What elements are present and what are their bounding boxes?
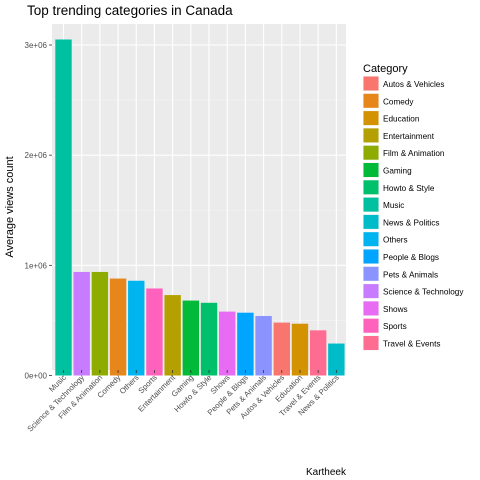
legend-label: Howto & Style: [383, 184, 435, 193]
x-tick-label: Others: [118, 373, 141, 396]
legend: Autos & Vehicles Comedy Education Entertain…: [363, 76, 464, 351]
legend-swatch: [363, 266, 379, 281]
bar: [73, 271, 90, 376]
bar: [128, 280, 145, 376]
bar: [328, 343, 345, 376]
y-axis-label: Average views count: [4, 156, 16, 257]
legend-label: Education: [383, 115, 420, 124]
legend-swatch: [363, 111, 379, 126]
bar: [255, 316, 272, 376]
y-tick-label: 0e+00: [25, 372, 48, 381]
y-tick-label: 2e+06: [25, 151, 48, 160]
y-axis-ticks: 0e+00 1e+06 2e+06 3e+06: [25, 41, 52, 381]
bar: [109, 278, 127, 376]
legend-swatch: [363, 284, 379, 299]
bar: [237, 312, 254, 376]
legend-title: Category: [363, 63, 408, 75]
bar: [164, 295, 181, 376]
bar: [219, 311, 236, 376]
legend-label: Music: [383, 201, 404, 210]
y-tick-label: 1e+06: [25, 261, 48, 270]
legend-swatch: [363, 197, 379, 212]
legend-label: News & Politics: [383, 218, 439, 227]
legend-label: Gaming: [383, 167, 412, 176]
legend-swatch: [363, 214, 379, 229]
bar: [200, 302, 218, 376]
legend-swatch: [363, 249, 379, 264]
legend-swatch: [363, 180, 379, 195]
legend-label: Autos & Vehicles: [383, 80, 444, 89]
bars: [55, 39, 345, 376]
chart-title: Top trending categories in Canada: [27, 3, 233, 18]
legend-swatch: [363, 128, 379, 143]
bar: [91, 271, 109, 376]
chart-caption: Kartheek: [306, 467, 347, 478]
legend-label: Travel & Events: [383, 340, 440, 349]
legend-label: Film & Animation: [383, 149, 445, 158]
legend-label: Entertainment: [383, 132, 435, 141]
bar: [55, 39, 72, 376]
legend-label: Others: [383, 236, 408, 245]
legend-label: Shows: [383, 305, 408, 314]
legend-swatch: [363, 336, 379, 350]
bar: [291, 323, 309, 376]
legend-label: Science & Technology: [383, 288, 464, 297]
legend-swatch: [363, 163, 379, 177]
y-tick-label: 3e+06: [25, 41, 48, 50]
bar: [309, 330, 327, 376]
legend-label: People & Blogs: [383, 253, 439, 262]
bar: [146, 288, 163, 376]
legend-swatch: [363, 76, 379, 91]
bar: [273, 322, 290, 376]
legend-swatch: [363, 301, 379, 316]
legend-swatch: [363, 145, 379, 160]
legend-label: Sports: [383, 322, 407, 331]
legend-swatch: [363, 318, 379, 333]
legend-label: Pets & Animals: [383, 270, 438, 279]
legend-label: Comedy: [383, 97, 414, 106]
bar: [182, 300, 200, 376]
legend-swatch: [363, 93, 379, 108]
legend-swatch: [363, 232, 379, 247]
